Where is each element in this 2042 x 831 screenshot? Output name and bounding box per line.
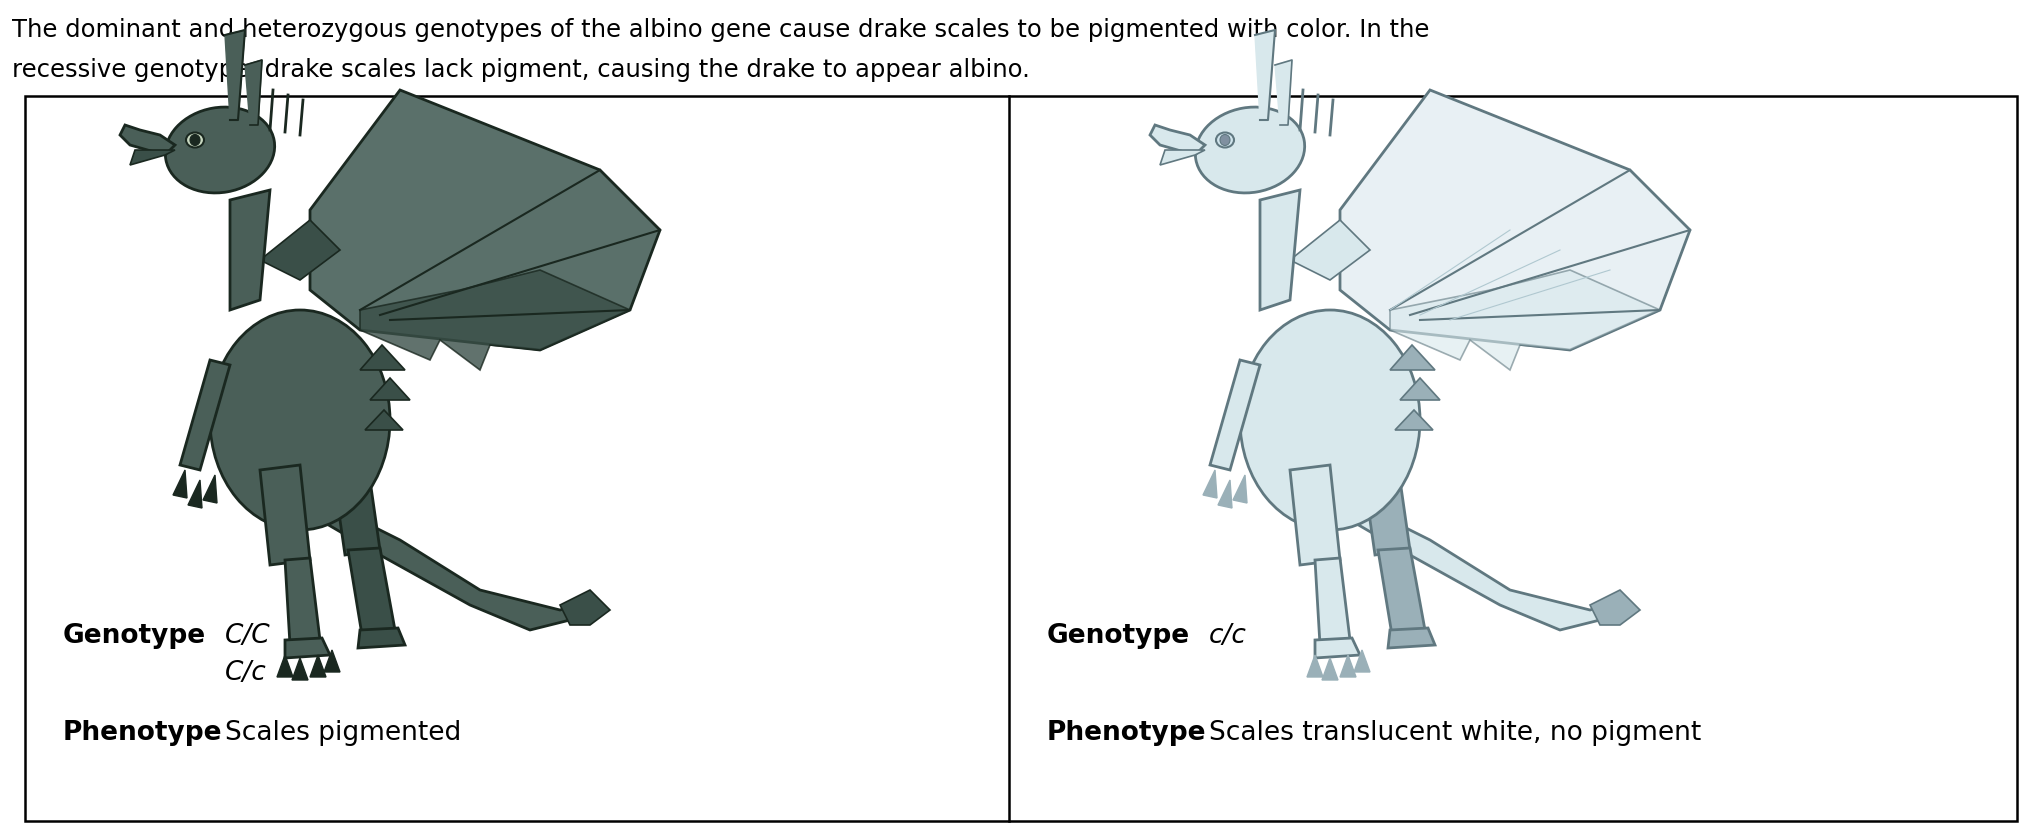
Ellipse shape — [186, 132, 204, 147]
Polygon shape — [359, 345, 404, 370]
Polygon shape — [1389, 628, 1436, 648]
Text: recessive genotype, drake scales lack pigment, causing the drake to appear albin: recessive genotype, drake scales lack pi… — [12, 58, 1029, 82]
Polygon shape — [1307, 655, 1323, 677]
Bar — [25, 96, 2017, 821]
Text: Scales translucent white, no pigment: Scales translucent white, no pigment — [1209, 720, 1701, 746]
Polygon shape — [1401, 378, 1440, 400]
Polygon shape — [202, 475, 216, 503]
Polygon shape — [259, 465, 310, 565]
Polygon shape — [120, 125, 176, 155]
Polygon shape — [331, 445, 380, 555]
Polygon shape — [1160, 150, 1205, 165]
Polygon shape — [1256, 30, 1274, 120]
Polygon shape — [357, 628, 404, 648]
Polygon shape — [366, 410, 402, 430]
Polygon shape — [1354, 650, 1370, 672]
Polygon shape — [278, 655, 292, 677]
Ellipse shape — [1215, 132, 1233, 147]
Text: C/C: C/C — [225, 623, 270, 649]
Polygon shape — [1340, 90, 1691, 350]
Ellipse shape — [190, 135, 200, 145]
Polygon shape — [347, 548, 394, 635]
Ellipse shape — [210, 310, 390, 530]
Polygon shape — [1391, 270, 1660, 370]
Polygon shape — [174, 470, 188, 498]
Polygon shape — [310, 90, 660, 350]
Polygon shape — [286, 638, 331, 658]
Polygon shape — [560, 590, 611, 625]
Polygon shape — [1211, 360, 1260, 470]
Polygon shape — [1360, 445, 1409, 555]
Polygon shape — [188, 480, 202, 508]
Text: Scales pigmented: Scales pigmented — [225, 720, 461, 746]
Polygon shape — [1217, 480, 1231, 508]
Polygon shape — [1291, 465, 1340, 565]
Polygon shape — [231, 190, 270, 310]
Text: Genotype: Genotype — [63, 623, 206, 649]
Polygon shape — [370, 378, 410, 400]
Ellipse shape — [1219, 135, 1229, 145]
Text: The dominant and heterozygous genotypes of the albino gene cause drake scales to: The dominant and heterozygous genotypes … — [12, 18, 1429, 42]
Polygon shape — [180, 360, 231, 470]
Text: Phenotype: Phenotype — [1048, 720, 1207, 746]
Text: c/c: c/c — [1209, 623, 1246, 649]
Polygon shape — [259, 220, 341, 280]
Polygon shape — [245, 60, 261, 125]
Polygon shape — [1233, 475, 1248, 503]
Polygon shape — [286, 558, 321, 645]
Polygon shape — [1391, 345, 1436, 370]
Text: C/c: C/c — [225, 660, 265, 686]
Polygon shape — [310, 655, 327, 677]
Polygon shape — [1315, 638, 1360, 658]
Polygon shape — [359, 270, 631, 370]
Polygon shape — [1395, 410, 1433, 430]
Polygon shape — [1340, 655, 1356, 677]
Text: Phenotype: Phenotype — [63, 720, 223, 746]
Polygon shape — [131, 150, 176, 165]
Polygon shape — [1150, 125, 1205, 155]
Polygon shape — [292, 658, 308, 680]
Polygon shape — [225, 30, 245, 120]
Polygon shape — [325, 650, 341, 672]
Polygon shape — [1291, 220, 1370, 280]
Polygon shape — [1350, 510, 1619, 630]
Polygon shape — [321, 510, 590, 630]
Ellipse shape — [1195, 107, 1305, 193]
Polygon shape — [1321, 658, 1338, 680]
Polygon shape — [1378, 548, 1425, 635]
Text: Genotype: Genotype — [1048, 623, 1190, 649]
Ellipse shape — [1239, 310, 1419, 530]
Polygon shape — [1203, 470, 1217, 498]
Polygon shape — [1274, 60, 1293, 125]
Ellipse shape — [165, 107, 276, 193]
Polygon shape — [1591, 590, 1640, 625]
Polygon shape — [1260, 190, 1301, 310]
Polygon shape — [1315, 558, 1350, 645]
